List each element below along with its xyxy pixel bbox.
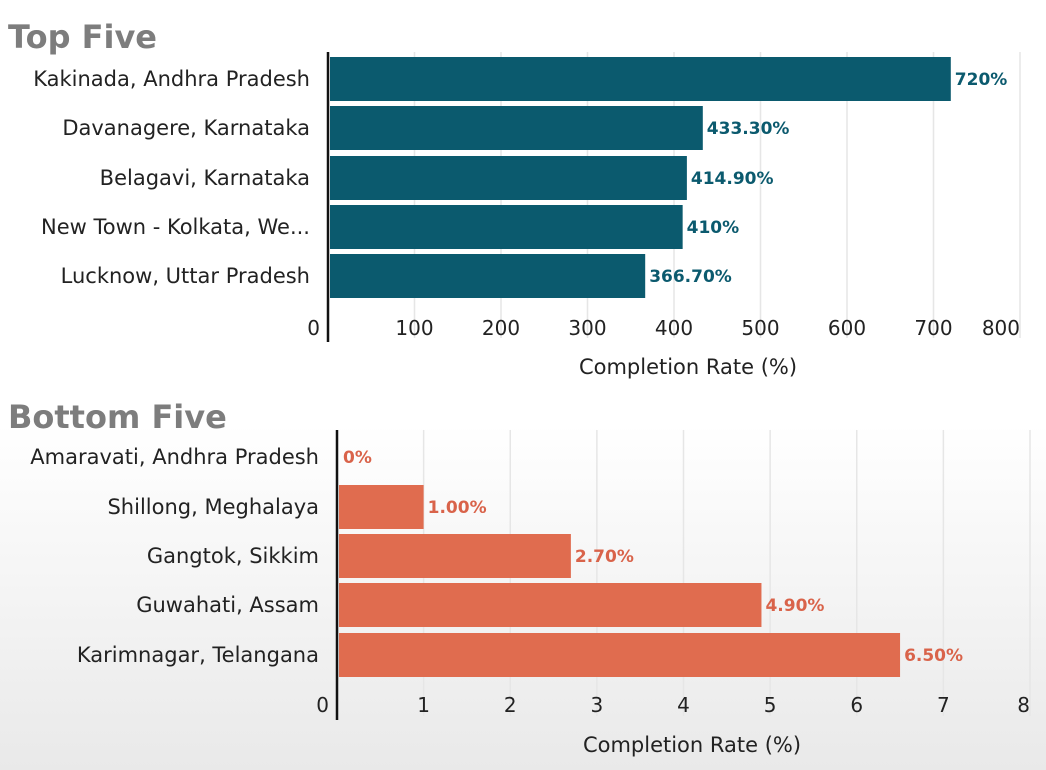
bar-value-label: 2.70% bbox=[575, 547, 634, 567]
bar-value-label: 414.90% bbox=[691, 169, 774, 189]
x-tick-label: 3 bbox=[591, 693, 604, 717]
x-tick-label: 800 bbox=[982, 316, 1020, 340]
bar-value-label: 433.30% bbox=[707, 119, 790, 139]
category-label: Lucknow, Uttar Pradesh bbox=[61, 264, 310, 288]
category-label: Guwahati, Assam bbox=[136, 593, 319, 617]
bar bbox=[330, 156, 687, 200]
category-label: Shillong, Meghalaya bbox=[107, 495, 319, 519]
category-label: Gangtok, Sikkim bbox=[147, 544, 319, 568]
bar bbox=[339, 583, 762, 627]
bar bbox=[330, 254, 646, 298]
bar bbox=[330, 205, 683, 249]
x-tick-label: 2 bbox=[504, 693, 517, 717]
x-tick-label: 5 bbox=[764, 693, 777, 717]
bar-value-label: 6.50% bbox=[904, 646, 963, 666]
x-tick-label: 500 bbox=[741, 316, 779, 340]
bar-value-label: 366.70% bbox=[649, 267, 732, 287]
x-tick-label: 7 bbox=[937, 693, 950, 717]
x-tick-label: 1 bbox=[417, 693, 430, 717]
bar bbox=[339, 534, 571, 578]
x-axis-title: Completion Rate (%) bbox=[583, 733, 801, 757]
bar-value-label: 1.00% bbox=[428, 498, 487, 518]
category-label: New Town - Kolkata, We... bbox=[41, 215, 310, 239]
bar bbox=[339, 485, 424, 529]
category-label: Karimnagar, Telangana bbox=[77, 643, 319, 667]
x-tick-label: 6 bbox=[850, 693, 863, 717]
chart-title: Bottom Five bbox=[8, 398, 227, 436]
category-label: Belagavi, Karnataka bbox=[100, 166, 310, 190]
category-label: Davanagere, Karnataka bbox=[62, 116, 310, 140]
x-tick-label: 8 bbox=[1017, 693, 1030, 717]
bar bbox=[330, 106, 703, 150]
x-tick-label: 700 bbox=[914, 316, 952, 340]
x-axis-title: Completion Rate (%) bbox=[579, 355, 797, 379]
x-tick-label: 0 bbox=[307, 316, 320, 340]
bar-value-label: 410% bbox=[687, 218, 740, 238]
x-tick-label: 300 bbox=[568, 316, 606, 340]
chart-title: Top Five bbox=[8, 18, 157, 56]
x-tick-label: 400 bbox=[655, 316, 693, 340]
category-label: Amaravati, Andhra Pradesh bbox=[30, 445, 319, 469]
bar bbox=[330, 57, 951, 101]
x-tick-label: 200 bbox=[482, 316, 520, 340]
bar-value-label: 720% bbox=[955, 70, 1008, 90]
x-tick-label: 600 bbox=[828, 316, 866, 340]
x-tick-label: 4 bbox=[677, 693, 690, 717]
bar bbox=[339, 633, 901, 677]
category-label: Kakinada, Andhra Pradesh bbox=[33, 67, 310, 91]
x-tick-label: 100 bbox=[395, 316, 433, 340]
x-tick-label: 0 bbox=[316, 693, 329, 717]
bar-value-label: 4.90% bbox=[765, 596, 824, 616]
bar-value-label: 0% bbox=[343, 448, 372, 468]
